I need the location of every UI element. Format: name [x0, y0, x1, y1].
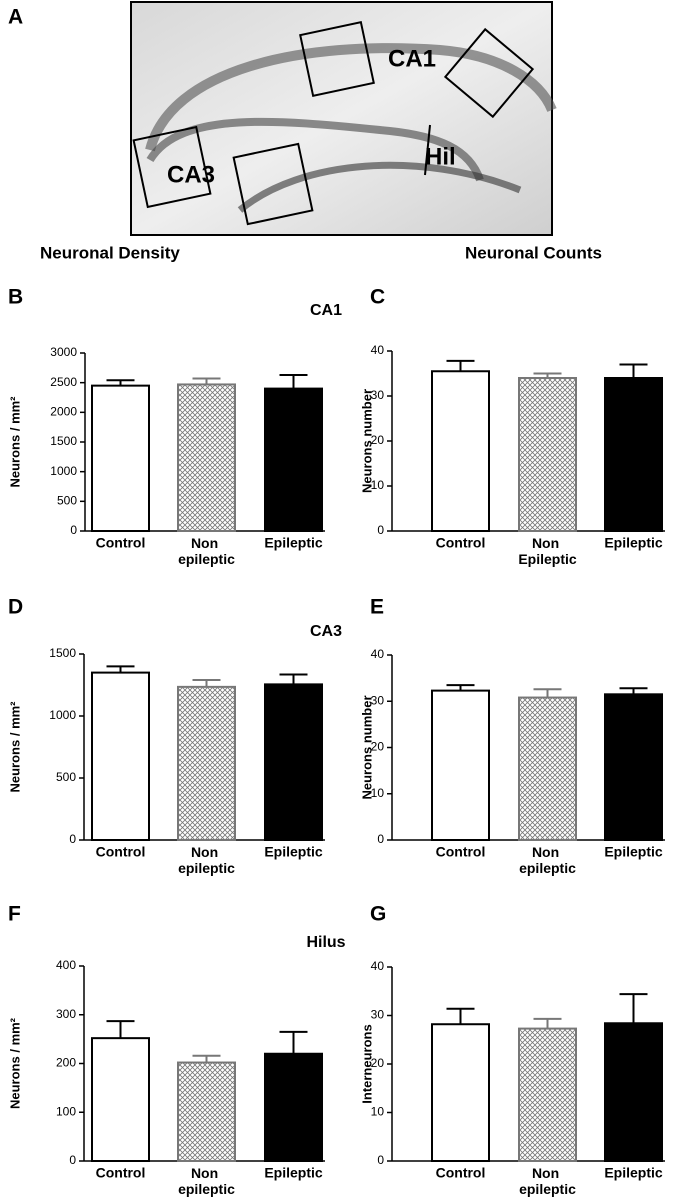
- x-tick-label: Non epileptic: [178, 1165, 235, 1197]
- y-tick-label: 100: [56, 1104, 76, 1118]
- image-label: CA3: [167, 161, 215, 188]
- bar: [91, 384, 150, 532]
- y-tick-label: 40: [371, 343, 385, 357]
- y-tick-label: 10: [371, 1105, 385, 1119]
- column-heading: Neuronal Counts: [465, 243, 602, 262]
- y-tick-label: 10: [371, 786, 385, 800]
- x-tick-label: Non epileptic: [178, 535, 235, 567]
- hippocampus-image: [130, 1, 557, 236]
- bar: [431, 370, 490, 532]
- panel-letter: B: [8, 286, 23, 309]
- x-tick-label: Non Epileptic: [518, 535, 577, 567]
- y-tick-label: 3000: [50, 345, 77, 359]
- y-tick-label: 40: [371, 959, 385, 973]
- x-tick-label: Epileptic: [604, 1165, 663, 1181]
- bar: [518, 377, 577, 532]
- bar: [518, 696, 577, 841]
- y-tick-label: 0: [377, 832, 384, 846]
- y-tick-label: 1000: [50, 464, 77, 478]
- y-axis-label: Neurons number: [359, 695, 374, 799]
- x-tick-label: Control: [96, 844, 146, 860]
- y-tick-label: 500: [57, 494, 77, 508]
- y-tick-label: 0: [69, 832, 76, 846]
- y-tick-label: 30: [371, 693, 385, 707]
- bar: [431, 689, 490, 841]
- y-tick-label: 30: [371, 1008, 385, 1022]
- bar: [91, 671, 150, 841]
- y-tick-label: 500: [56, 770, 76, 784]
- bar: [431, 1023, 490, 1162]
- bar: [264, 683, 323, 841]
- panel-letter: E: [370, 596, 384, 619]
- x-tick-label: Control: [96, 535, 146, 551]
- bar: [518, 1027, 577, 1162]
- y-tick-label: 20: [371, 433, 385, 447]
- y-axis-label: Neurons / mm²: [7, 1017, 22, 1109]
- panel-letter: G: [370, 903, 386, 926]
- y-tick-label: 300: [56, 1007, 76, 1021]
- y-tick-label: 0: [69, 1153, 76, 1167]
- y-tick-label: 400: [56, 958, 76, 972]
- section-title: CA3: [310, 623, 342, 640]
- x-tick-label: Non epileptic: [178, 844, 235, 876]
- y-tick-label: 40: [371, 647, 385, 661]
- x-tick-label: Control: [436, 1165, 486, 1181]
- bar: [264, 1052, 323, 1162]
- image-label: CA1: [388, 45, 436, 72]
- bar: [177, 383, 236, 532]
- bar: [177, 685, 236, 841]
- panel-letter: C: [370, 286, 385, 309]
- x-tick-label: Control: [96, 1165, 146, 1181]
- bar: [264, 387, 323, 532]
- x-tick-label: Epileptic: [264, 1165, 323, 1181]
- bar: [604, 1022, 663, 1163]
- y-tick-label: 10: [371, 478, 385, 492]
- x-tick-label: Epileptic: [264, 844, 323, 860]
- y-tick-label: 200: [56, 1056, 76, 1070]
- bar: [604, 377, 663, 532]
- y-tick-label: 0: [377, 523, 384, 537]
- y-tick-label: 2000: [50, 405, 77, 419]
- x-tick-label: Epileptic: [264, 535, 323, 551]
- x-tick-label: Control: [436, 844, 486, 860]
- y-tick-label: 1500: [50, 434, 77, 448]
- x-tick-label: Epileptic: [604, 535, 663, 551]
- panel-letter: F: [8, 903, 21, 926]
- image-label: Hil: [425, 143, 456, 170]
- y-tick-label: 1500: [49, 646, 76, 660]
- x-tick-label: Non epileptic: [519, 844, 576, 876]
- y-tick-label: 30: [371, 388, 385, 402]
- y-axis-label: Interneurons: [359, 1024, 374, 1103]
- x-tick-label: Non epileptic: [519, 1165, 576, 1197]
- section-title: CA1: [310, 302, 342, 319]
- y-tick-label: 0: [70, 523, 77, 537]
- y-tick-label: 1000: [49, 708, 76, 722]
- y-tick-label: 0: [377, 1153, 384, 1167]
- bar: [91, 1037, 150, 1163]
- y-axis-label: Neurons / mm²: [7, 701, 22, 793]
- y-tick-label: 20: [371, 1056, 385, 1070]
- section-title: Hilus: [306, 934, 345, 951]
- x-tick-label: Epileptic: [604, 844, 663, 860]
- bar: [604, 693, 663, 841]
- panel-letter: D: [8, 596, 23, 619]
- bar: [177, 1061, 236, 1163]
- y-tick-label: 2500: [50, 375, 77, 389]
- y-tick-label: 20: [371, 740, 385, 754]
- column-heading: Neuronal Density: [40, 243, 180, 262]
- panel-letter: A: [8, 6, 23, 29]
- y-axis-label: Neurons number: [359, 389, 374, 493]
- x-tick-label: Control: [436, 535, 486, 551]
- y-axis-label: Neurons / mm²: [7, 396, 22, 488]
